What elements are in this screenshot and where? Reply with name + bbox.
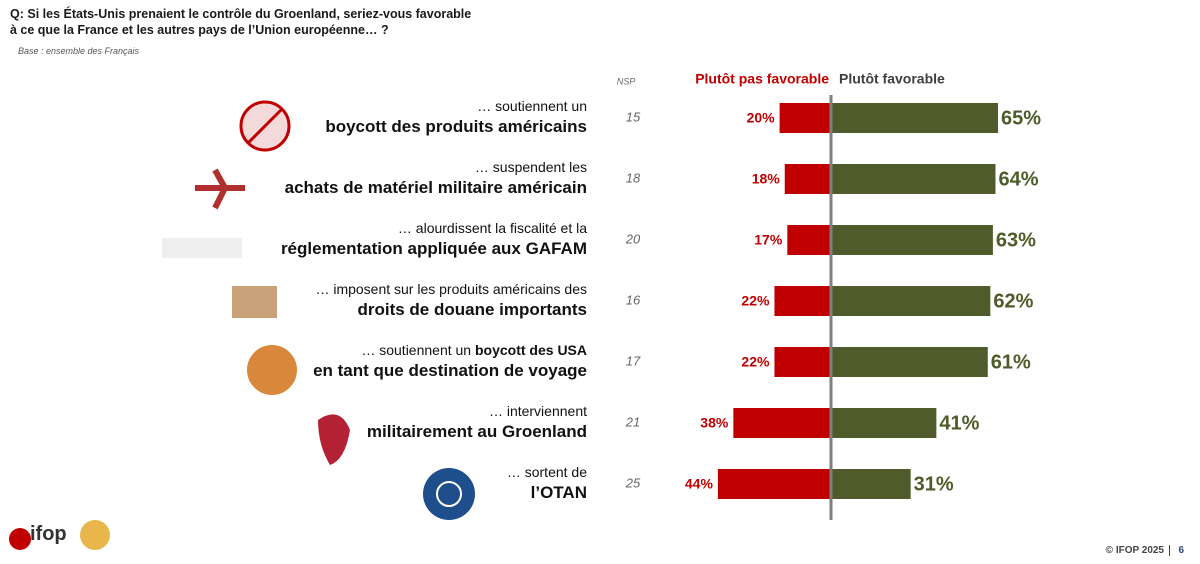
footer: © IFOP 2025 xyxy=(1105,545,1164,556)
category-label: … interviennent xyxy=(489,403,587,419)
title: Q: Si les États-Unis prenaient le contrô… xyxy=(10,7,472,37)
category-label: militairement au Groenland xyxy=(367,422,587,441)
logo-dot xyxy=(9,528,31,550)
category-label: en tant que destination de voyage xyxy=(313,361,587,380)
data-label: 63% xyxy=(996,229,1036,251)
category-label: … soutiennent un boycott des USA xyxy=(361,342,587,358)
data-label: 31% xyxy=(914,473,954,495)
page-number: 6 xyxy=(1169,545,1184,556)
category-label-part: … sortent de xyxy=(507,464,587,480)
data-label: 65% xyxy=(1001,107,1041,129)
logo-icon xyxy=(80,520,110,550)
data-label: 20% xyxy=(747,110,776,126)
bar xyxy=(733,408,831,438)
bar xyxy=(831,164,996,194)
bar xyxy=(831,347,988,377)
nsp-value: 17 xyxy=(626,353,641,368)
category-label: … alourdissent la fiscalité et la xyxy=(398,220,587,236)
logo: ifop xyxy=(30,523,67,545)
icon xyxy=(246,107,284,145)
bar xyxy=(784,164,831,194)
category-label: boycott des produits américains xyxy=(325,117,587,136)
nsp-value: 25 xyxy=(625,475,641,490)
bar xyxy=(831,225,993,255)
category-label-part: l’OTAN xyxy=(531,483,587,502)
category-label: réglementation appliquée aux GAFAM xyxy=(281,239,587,258)
category-label: … soutiennent un xyxy=(477,98,587,114)
nsp-value: 18 xyxy=(626,170,641,185)
category-label-part: boycott des USA xyxy=(475,342,587,358)
nsp-value: 16 xyxy=(626,292,641,307)
category-label-part: militairement au Groenland xyxy=(367,422,587,441)
bar xyxy=(831,469,911,499)
legend-label: Plutôt pas favorable xyxy=(695,71,829,87)
bar xyxy=(831,408,937,438)
category-label-part: … soutiennent un xyxy=(361,342,475,358)
category-label-part: boycott des produits américains xyxy=(325,117,587,136)
category-label-part: réglementation appliquée aux GAFAM xyxy=(281,239,587,258)
bar xyxy=(831,103,999,133)
bar xyxy=(774,347,831,377)
data-label: 44% xyxy=(685,476,714,492)
icon xyxy=(162,238,242,258)
icon xyxy=(318,414,350,465)
data-label: 61% xyxy=(991,351,1031,373)
icon xyxy=(232,286,277,318)
nsp-value: 20 xyxy=(625,231,641,246)
category-label: … imposent sur les produits américains d… xyxy=(315,281,587,297)
bar xyxy=(787,225,831,255)
category-label: … sortent de xyxy=(507,464,587,480)
nsp-header: NSP xyxy=(617,76,636,86)
category-label: achats de matériel militaire américain xyxy=(285,178,587,197)
subtitle: Base : ensemble des Français xyxy=(18,46,140,56)
bar xyxy=(779,103,831,133)
legend-label: Plutôt favorable xyxy=(839,71,945,87)
data-label: 18% xyxy=(752,171,781,187)
bar xyxy=(831,286,991,316)
icon xyxy=(195,168,245,210)
category-label: droits de douane importants xyxy=(357,300,587,319)
bar xyxy=(717,469,831,499)
data-label: 38% xyxy=(700,415,729,431)
icon xyxy=(247,345,297,395)
category-label: l’OTAN xyxy=(531,483,587,502)
data-label: 62% xyxy=(993,290,1033,312)
category-label-part: droits de douane importants xyxy=(357,300,587,319)
category-label-part: … suspendent les xyxy=(475,159,587,175)
category-label-part: … soutiennent un xyxy=(477,98,587,114)
data-label: 22% xyxy=(741,293,770,309)
data-label: 22% xyxy=(741,354,770,370)
icon xyxy=(423,468,475,520)
icon xyxy=(436,481,462,507)
nsp-value: 21 xyxy=(625,414,640,429)
bar xyxy=(774,286,831,316)
data-label: 64% xyxy=(998,168,1038,190)
data-label: 41% xyxy=(939,412,979,434)
category-label-part: … interviennent xyxy=(489,403,587,419)
category-label: … suspendent les xyxy=(475,159,587,175)
category-label-part: … imposent sur les produits américains d… xyxy=(315,281,587,297)
nsp-value: 15 xyxy=(626,109,641,124)
category-label-part: en tant que destination de voyage xyxy=(313,361,587,380)
category-label-part: achats de matériel militaire américain xyxy=(285,178,587,197)
category-label-part: … alourdissent la fiscalité et la xyxy=(398,220,587,236)
data-label: 17% xyxy=(754,232,783,248)
